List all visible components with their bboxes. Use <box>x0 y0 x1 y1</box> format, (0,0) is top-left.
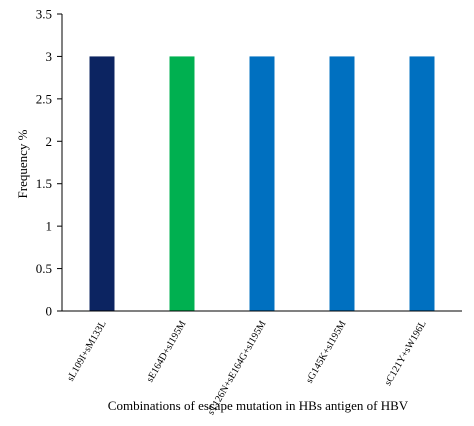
y-axis-title: Frequency % <box>15 129 30 198</box>
bar <box>329 56 355 311</box>
x-category-label: sC121Y+sW196L <box>383 319 429 388</box>
y-axis-ticks: 0 0.5 1 1.5 2 2.5 3 3.5 <box>36 7 62 319</box>
y-tick-label: 0 <box>46 304 53 319</box>
x-category-label: sL109I+sM133L <box>65 319 108 383</box>
y-tick-label: 3 <box>46 49 53 64</box>
bars <box>89 56 435 311</box>
y-tick-label: 1 <box>46 219 53 234</box>
x-category-label: sE164D+sI195M <box>145 319 189 384</box>
y-tick-label: 2.5 <box>36 91 52 106</box>
bar <box>169 56 195 311</box>
y-tick-label: 2 <box>46 134 53 149</box>
y-tick-label: 3.5 <box>36 7 52 22</box>
bar <box>89 56 115 311</box>
y-tick-label: 1.5 <box>36 176 52 191</box>
bar <box>409 56 435 311</box>
x-category-label: sG145K+sI195M <box>304 319 349 385</box>
x-axis-title: Combinations of escape mutation in HBs a… <box>108 398 409 413</box>
bar <box>249 56 275 311</box>
y-tick-label: 0.5 <box>36 261 52 276</box>
